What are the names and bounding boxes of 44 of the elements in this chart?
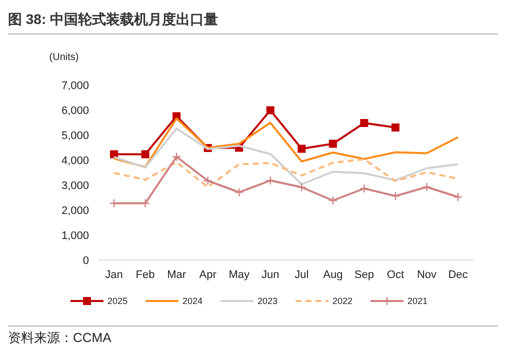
point [390, 191, 400, 201]
point [453, 192, 463, 202]
point [328, 140, 337, 148]
point [298, 144, 306, 153]
legend-label: 2025 [108, 296, 128, 306]
x-tick-label: Mar [167, 269, 186, 281]
point [266, 106, 274, 114]
point [234, 188, 244, 197]
y-tick-label: 0 [82, 254, 89, 267]
x-tick-label: Aug [323, 269, 343, 281]
x-tick-label: Jul [294, 269, 309, 281]
point [360, 119, 368, 127]
x-tick-label: Dec [448, 269, 468, 281]
point [141, 150, 150, 158]
x-tick-label: Jan [105, 269, 123, 281]
point [297, 182, 306, 192]
point [391, 124, 400, 132]
x-tick-label: Oct [386, 269, 404, 281]
y-tick-label: 1,000 [61, 230, 89, 242]
y-tick-label: 5,000 [61, 130, 89, 142]
x-tick-label: Sep [354, 269, 374, 281]
y-tick-label: 4,000 [61, 154, 89, 167]
x-tick-label: Apr [199, 269, 217, 281]
x-tick-label: May [228, 269, 250, 281]
y-tick-label: 7,000 [61, 80, 89, 92]
x-tick-label: Feb [136, 269, 155, 281]
point [422, 182, 432, 192]
legend-label: 2021 [408, 296, 428, 306]
point [360, 184, 369, 194]
text: 资料来源：CCMA [8, 330, 112, 345]
x-tick-label: Jun [261, 269, 280, 281]
x-tick-label: Nov [416, 269, 438, 281]
y-axis-title: (Units) [49, 52, 79, 63]
chart-title: 图 38: 中国轮式装载机月度出口量 [8, 11, 218, 27]
point [172, 152, 182, 162]
y-tick-label: 2,000 [61, 204, 89, 217]
legend-label: 2023 [258, 296, 278, 306]
point [328, 196, 338, 206]
y-tick-label: 6,000 [61, 104, 89, 117]
legend-label: 2022 [332, 296, 353, 306]
legend-label: 2024 [182, 296, 203, 306]
point [266, 176, 275, 186]
y-tick-label: 3,000 [61, 180, 89, 192]
point [203, 176, 212, 186]
